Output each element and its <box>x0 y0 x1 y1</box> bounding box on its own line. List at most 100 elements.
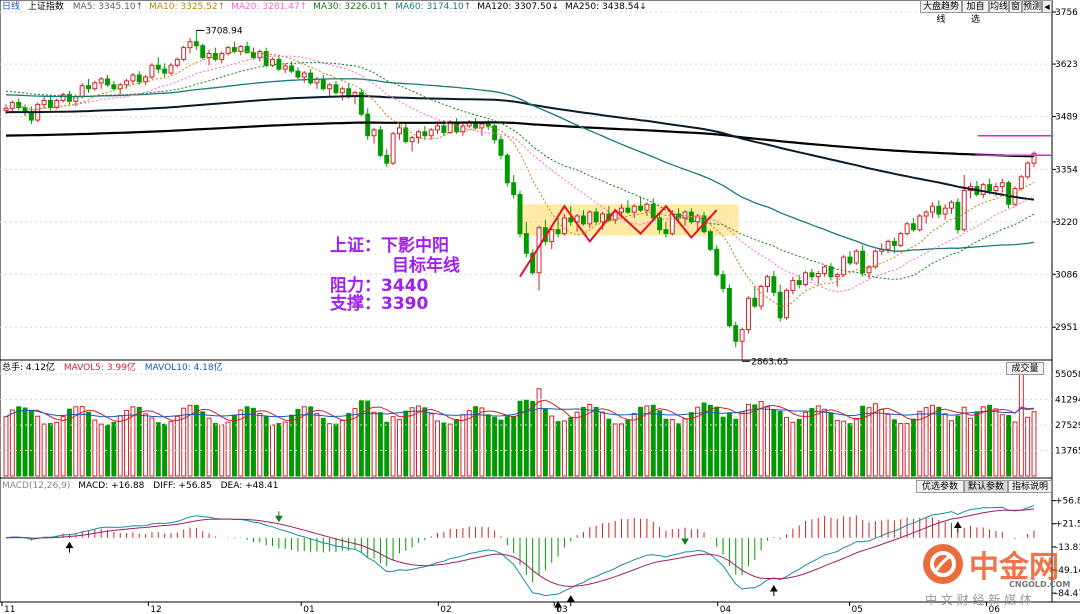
candle-body <box>682 211 688 219</box>
candle-body <box>79 85 85 98</box>
volume-bar <box>587 403 593 477</box>
macd-dea: DEA: +48.41 <box>220 481 279 491</box>
volume-axis-label: 13765 <box>1055 446 1080 456</box>
volume-bar <box>898 422 904 477</box>
time-axis-label: 12 <box>150 605 161 614</box>
candle-body <box>92 82 98 90</box>
volume-indicator-button[interactable]: 成交量 <box>1006 362 1044 375</box>
price-axis-label: 3756 <box>1055 8 1078 18</box>
volume-bar <box>580 406 586 477</box>
candle-body <box>568 217 574 223</box>
macd-diff: DIFF: +56.85 <box>153 481 212 491</box>
volume-bar <box>961 406 967 477</box>
volume-bar <box>352 408 358 477</box>
volume-bar <box>650 404 656 477</box>
volume-bar <box>435 420 440 477</box>
candle-body <box>1018 176 1024 190</box>
macd-axis-label: -49.14 <box>1055 566 1080 576</box>
candle-body <box>999 182 1005 188</box>
volume-bar <box>136 406 142 477</box>
volume-bar <box>726 412 732 477</box>
volume-bar <box>657 410 663 477</box>
volume-bar <box>466 410 472 477</box>
volume-bar <box>47 423 53 477</box>
toolbar-trend-button[interactable]: 大盘趋势线 <box>920 0 962 25</box>
candle-body <box>726 287 732 327</box>
volume-bars <box>3 373 1037 477</box>
candle-body <box>105 78 110 86</box>
dea-line <box>5 508 1035 587</box>
volume-bar <box>644 405 650 477</box>
volume-bar <box>409 407 415 477</box>
tab-optimal-params[interactable]: 优选参数 <box>916 480 964 493</box>
volume-bar <box>339 419 345 477</box>
watermark-slogan: 中 文 财 经 新 媒 体 <box>925 593 1032 607</box>
candle-body <box>327 84 333 90</box>
candle-body <box>377 129 383 156</box>
volume-bar <box>396 419 402 477</box>
candle-body <box>917 215 923 231</box>
ma-legend-ma250: MA250: 3438.54↓ <box>564 2 647 12</box>
candle-body <box>657 217 663 231</box>
candle-body <box>834 274 840 278</box>
candle-body <box>580 215 586 225</box>
toolbar-forecast-button[interactable]: 预测 <box>1022 0 1042 13</box>
candle-body <box>841 256 847 276</box>
toolbar-ma-button[interactable]: 均线 <box>989 0 1009 13</box>
volume-bar <box>752 404 758 477</box>
volume-bar <box>92 419 98 477</box>
candle-body <box>193 41 199 47</box>
signal-arrow-icon <box>274 511 283 523</box>
toolbar-add-favorite-button[interactable]: 加自选 <box>962 0 989 25</box>
candle-body <box>955 201 961 231</box>
low-label: 2863.65 <box>751 357 788 367</box>
macd-value: MACD: +16.88 <box>78 481 145 491</box>
price-axis: 2951 3086 3220 3354 3489 3623 3756 <box>1052 8 1078 333</box>
volume-bar <box>473 406 479 477</box>
candle-body <box>339 88 345 94</box>
volume-bar <box>841 420 847 477</box>
volume-bar <box>200 411 206 477</box>
volume-bar <box>891 419 897 477</box>
volume-bar <box>638 406 644 477</box>
tab-default-params[interactable]: 默认参数 <box>964 480 1008 493</box>
volume-bar <box>377 412 383 477</box>
volume-bar <box>695 406 701 477</box>
candle-body <box>784 289 789 319</box>
candle-body <box>885 240 891 250</box>
candle-body <box>891 240 897 246</box>
candle-body <box>403 127 409 143</box>
toolbar-window-button[interactable]: 窗 <box>1009 0 1022 13</box>
volume-bar <box>669 419 675 477</box>
price-axis-label: 3086 <box>1055 270 1078 280</box>
signal-arrow-icon <box>554 601 562 613</box>
candle-body <box>504 154 510 184</box>
volume-bar <box>910 418 916 477</box>
candle-body <box>555 229 561 235</box>
candle-body <box>441 125 447 134</box>
macd-axis-label: -13.81 <box>1055 543 1080 553</box>
volume-bar <box>460 414 466 477</box>
price-header: 日线 上证指数 MA5: 3345.10↑ MA10: 3325.52↑ MA20:… <box>2 1 647 13</box>
volume-bar <box>784 416 789 477</box>
toolbar-scroll-up-button[interactable]: ◀ <box>1042 0 1052 13</box>
volume-bar <box>822 408 828 477</box>
candle-body <box>155 64 161 70</box>
volume-bar <box>600 411 605 477</box>
volume-bar <box>593 406 599 477</box>
macd-lines <box>5 504 1035 613</box>
tab-indicator-help[interactable]: 指标说明 <box>1008 480 1052 493</box>
volume-bar <box>568 417 574 477</box>
volume-bar <box>28 410 34 477</box>
candle-body <box>308 72 314 84</box>
volume-bar <box>771 409 777 477</box>
volume-bar <box>257 412 263 477</box>
candle-body <box>961 190 967 231</box>
volume-bar <box>3 416 9 477</box>
volume-bar <box>707 404 713 477</box>
candle-body <box>86 85 91 90</box>
candle-body <box>1006 182 1012 205</box>
volume-bar <box>492 416 498 477</box>
volume-bar <box>231 414 237 477</box>
ma120-line <box>5 95 1035 201</box>
